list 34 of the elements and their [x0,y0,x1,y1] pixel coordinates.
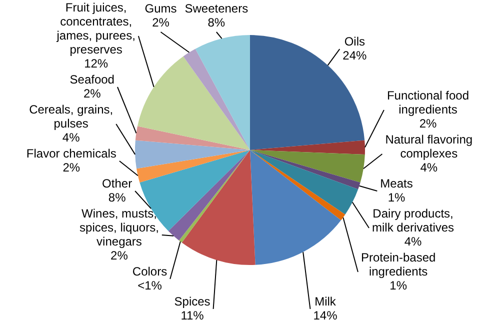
data-label: 8% [108,190,126,204]
slice-label: Wines, musts, spices, liquors, vinegars [80,206,159,248]
data-label: 8% [208,15,226,30]
data-label: 12% [84,56,108,70]
data-label: 2% [152,15,170,30]
slice-label: Fruit juices, concentrates, james, purees, preserves [56,0,136,56]
data-label: 24% [342,48,368,62]
data-label: <1% [138,278,162,292]
data-label: 11% [180,308,204,322]
slice-label: Functional food ingredients [386,88,470,116]
slice-label: Flavor chemicals [26,146,116,160]
slice-label: Meats [380,176,413,190]
data-label: 4% [420,160,438,174]
data-label: 4% [404,234,422,248]
data-label: 4% [62,130,80,144]
slice-label: Other [102,176,132,190]
slice-label: Seafood [70,72,114,86]
data-label: 2% [62,160,80,174]
data-label: 2% [419,116,437,130]
slice-label: Cereals, grains, pulses [29,102,114,130]
data-label: 2% [83,86,102,100]
slice-label: Gums [144,1,177,16]
slice-label: Milk [314,294,337,308]
data-label: 14% [313,308,338,322]
data-label: 1% [388,190,406,204]
slice-label: Natural flavoring complexes [385,132,473,160]
slice-label: Oils [344,34,366,48]
slice-label: Protein-based ingredients [360,250,436,278]
slice-label: Sweeteners [184,1,248,16]
data-label: 2% [110,248,128,262]
slice-label: Dairy products, milk derivatives [372,206,454,234]
slice-label: Spices [174,294,210,308]
data-label: 1% [390,278,408,292]
slice-label: Colors [132,264,168,278]
